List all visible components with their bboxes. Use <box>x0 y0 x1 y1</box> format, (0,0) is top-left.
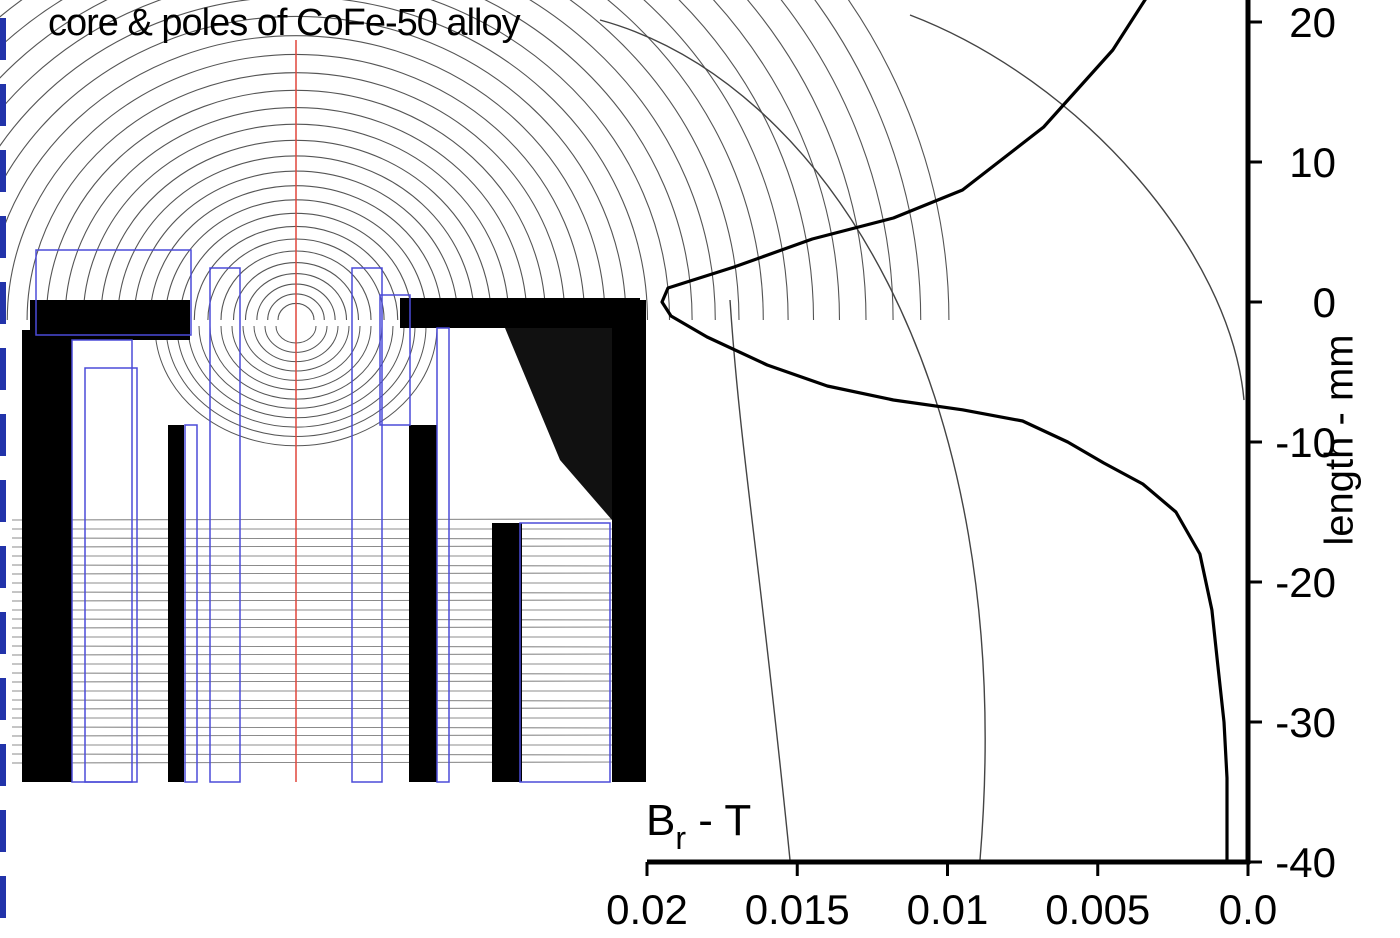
field-line <box>11 699 641 702</box>
field-line <box>0 0 671 321</box>
field-line <box>11 753 641 756</box>
field-line <box>11 707 641 710</box>
geometry-outline <box>519 522 611 783</box>
field-line <box>11 672 641 675</box>
field-line <box>780 0 894 321</box>
x-tick-label: 0.005 <box>1045 886 1150 933</box>
edge-marker <box>0 480 6 522</box>
field-line <box>11 591 641 594</box>
field-line <box>814 0 922 321</box>
field-line <box>607 0 764 321</box>
series-line-br <box>660 0 1229 862</box>
geometry-outline <box>84 367 138 783</box>
y-tick-label: 10 <box>1289 139 1336 186</box>
y-tick-label: -40 <box>1275 839 1336 886</box>
geometry-outline <box>184 424 198 783</box>
field-line <box>11 761 641 764</box>
edge-marker <box>0 612 6 654</box>
field-line <box>729 299 791 861</box>
field-line <box>0 35 606 321</box>
field-line <box>11 734 641 737</box>
x-axis-label-suffix: - T <box>686 796 752 845</box>
geometry-outline <box>35 249 192 336</box>
y-axis-label: length - mm <box>1317 334 1362 546</box>
geometry-outline <box>71 339 133 783</box>
edge-marker <box>0 84 6 126</box>
pole-block <box>492 523 522 782</box>
field-line <box>11 518 641 521</box>
edge-marker <box>0 678 6 720</box>
pole-block <box>409 425 437 782</box>
edge-marker <box>0 348 6 390</box>
geometry-outline <box>351 267 383 783</box>
field-line <box>11 653 641 656</box>
x-axis-label-main: B <box>646 796 676 845</box>
series-group <box>660 0 1229 862</box>
y-tick-label: -20 <box>1275 559 1336 606</box>
field-line <box>0 0 740 321</box>
field-line <box>0 0 693 321</box>
y-tick-label: 0 <box>1313 279 1336 326</box>
edge-marker <box>0 414 6 456</box>
pole-block <box>30 300 190 340</box>
pole-block <box>168 425 184 782</box>
field-line <box>909 14 1245 401</box>
edge-marker <box>0 546 6 588</box>
field-line <box>11 537 641 540</box>
geometry-outline <box>209 267 241 783</box>
pole-block <box>22 330 72 782</box>
x-tick-label: 0.0 <box>1219 886 1277 933</box>
y-tick-label: 20 <box>1289 0 1336 46</box>
field-line <box>11 572 641 575</box>
field-line <box>11 626 641 629</box>
field-line <box>643 0 789 321</box>
x-tick-label: 0.01 <box>907 886 989 933</box>
edge-marker <box>0 282 6 324</box>
field-line <box>11 564 641 567</box>
y-tick-label: -10 <box>1275 419 1336 466</box>
x-axis-label: Br - T <box>646 796 752 856</box>
field-line <box>599 19 986 861</box>
geometry-outline <box>436 327 450 783</box>
edge-marker <box>0 18 6 60</box>
x-tick-label: 0.015 <box>745 886 850 933</box>
field-line <box>0 0 649 321</box>
edge-marker <box>0 876 6 918</box>
x-axis-label-sub: r <box>675 820 687 856</box>
edge-marker <box>0 150 6 192</box>
pole-taper <box>505 328 612 520</box>
field-line <box>847 0 950 321</box>
chart-title: core & poles of CoFe-50 alloy <box>48 2 521 44</box>
field-line <box>11 645 641 648</box>
field-line <box>11 545 641 548</box>
field-line <box>11 726 641 729</box>
field-line <box>678 0 815 321</box>
field-line <box>0 0 716 321</box>
pole-block <box>400 298 640 328</box>
pole-block <box>612 300 646 782</box>
edge-marker <box>0 810 6 852</box>
axes: 0.02 0.015 0.01 0.005 0.0 20 10 0 -10 -20 -30 -40 <box>606 0 1336 933</box>
x-tick-label: 0.02 <box>606 886 688 933</box>
field-line <box>712 0 841 321</box>
field-line <box>11 618 641 621</box>
field-line <box>0 15 627 321</box>
field-line <box>11 680 641 683</box>
field-line <box>746 0 867 321</box>
y-tick-label: -30 <box>1275 699 1336 746</box>
field-line <box>11 599 641 602</box>
geometry-outline <box>379 294 411 426</box>
edge-marker <box>0 216 6 258</box>
edge-marker <box>0 744 6 786</box>
magnet-geometry <box>0 18 646 918</box>
